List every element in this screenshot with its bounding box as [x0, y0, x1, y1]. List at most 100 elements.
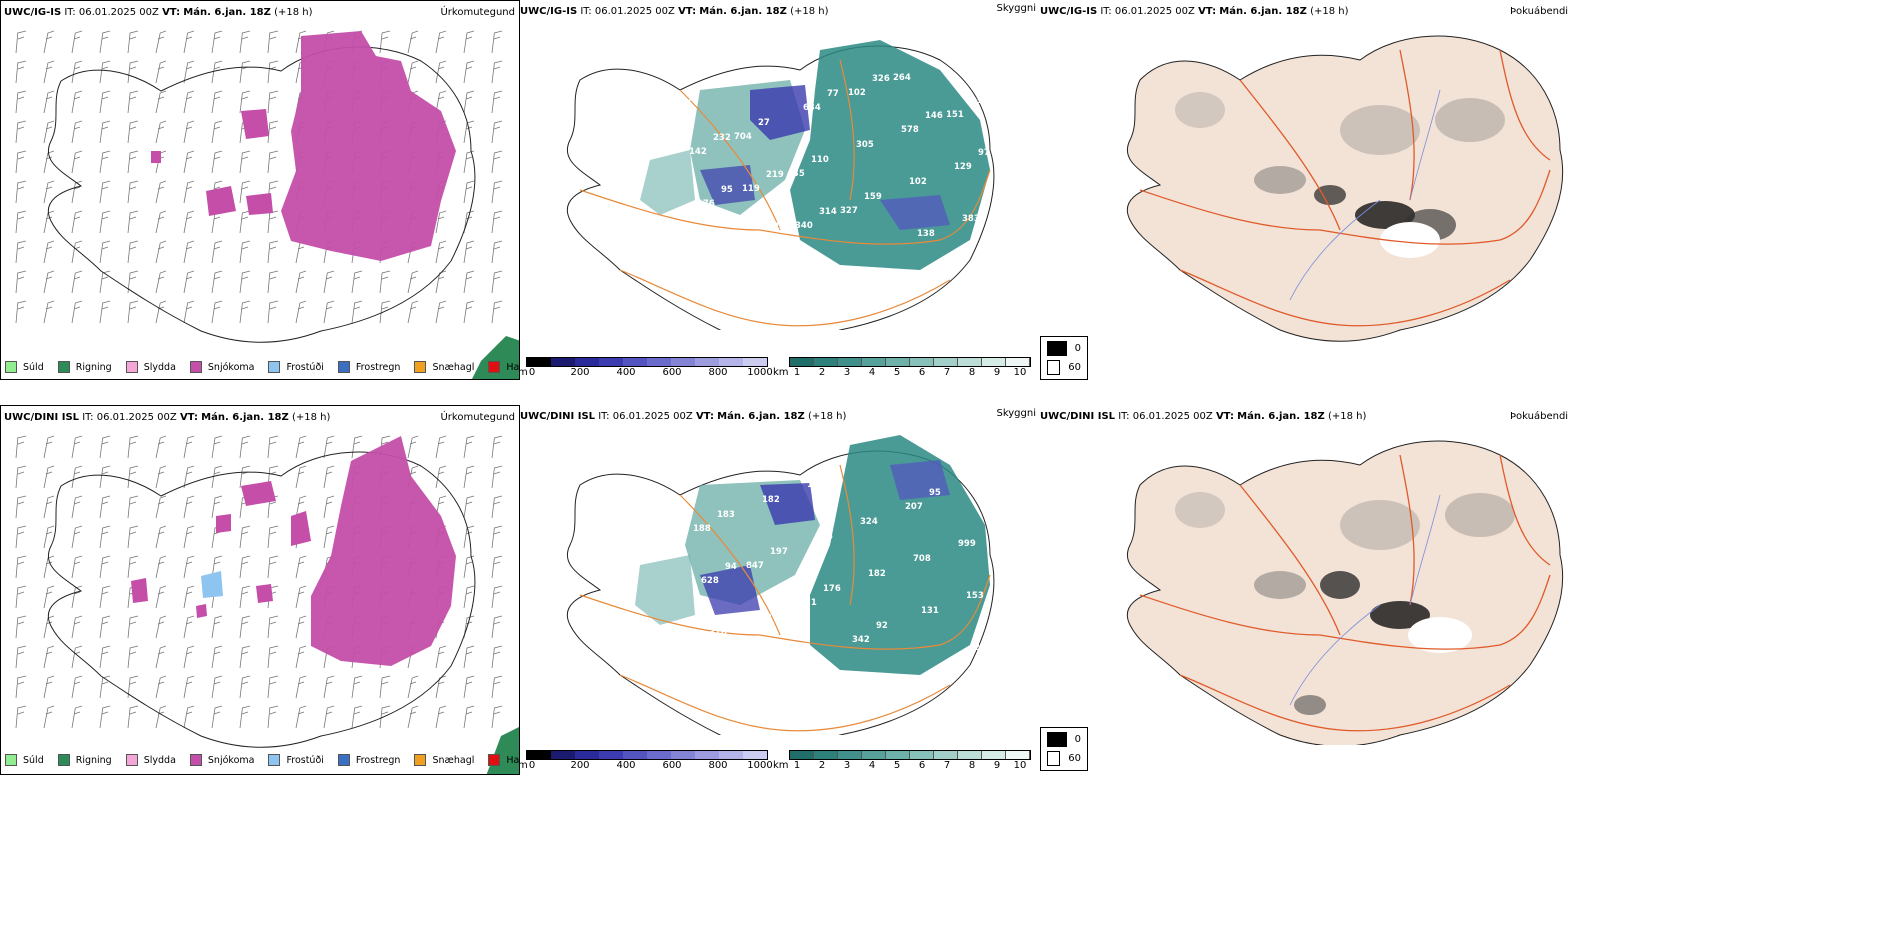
wind-barb: [71, 705, 83, 729]
cloud-base-label: 305: [856, 140, 874, 150]
colorbar-segment: [934, 751, 958, 759]
cloud-base-label: 383: [962, 214, 980, 224]
wind-barb: [15, 555, 27, 579]
wind-barb: [267, 270, 279, 294]
precip-panel-bottom: UWC/DINI ISL IT: 06.01.2025 00Z VT: Mán.…: [0, 405, 520, 775]
wind-barb: [15, 240, 27, 264]
elevation-colorbar: m 0 200 400 600 800 1000: [520, 357, 773, 380]
colorbar-segment: [886, 358, 910, 366]
wind-barb: [15, 270, 27, 294]
cloud-base-label: 326: [872, 74, 890, 84]
elevation-tick: 600: [662, 367, 682, 378]
wind-barb: [15, 615, 27, 639]
elevation-colorbar-fill: [526, 357, 768, 367]
wind-barb: [491, 270, 503, 294]
wind-barb: [351, 270, 363, 294]
wind-barb: [71, 300, 83, 324]
wind-barb: [491, 150, 503, 174]
visibility-tick: 1: [793, 760, 801, 771]
visibility-tick: 7: [943, 367, 951, 378]
elevation-unit: m: [520, 367, 528, 378]
wind-barb: [211, 30, 223, 54]
wind-barb: [407, 705, 419, 729]
wind-barb: [71, 555, 83, 579]
wind-barb: [295, 465, 307, 489]
fog-legend: 0 60: [1040, 727, 1088, 771]
wind-barb: [183, 435, 195, 459]
wind-barb: [127, 300, 139, 324]
legend-item-hail: Haglél: [488, 361, 519, 373]
wind-barb: [127, 615, 139, 639]
panel-title: Úrkomutegund: [440, 412, 515, 423]
wind-barb: [15, 525, 27, 549]
visibility-area: [640, 150, 695, 215]
cloud-base-label: 182: [868, 569, 886, 579]
cloud-base-label: 342: [852, 635, 870, 645]
visibility-tick: 5: [893, 367, 901, 378]
fog-dark-area: [1314, 185, 1346, 205]
fog-legend-item: 60: [1047, 360, 1081, 375]
cloud-base-label: 99: [672, 525, 684, 535]
visibility-tick: 4: [868, 367, 876, 378]
roads: [1139, 454, 1551, 732]
precip-snow-area: [151, 151, 161, 163]
wind-barb: [211, 615, 223, 639]
cloud-base-label: 119: [742, 184, 760, 194]
wind-barb: [435, 60, 447, 84]
wind-barb: [463, 495, 475, 519]
elevation-tick: 0: [528, 367, 536, 378]
wind-barb: [267, 30, 279, 54]
wind-barb: [99, 60, 111, 84]
wind-barb: [155, 615, 167, 639]
wind-barb: [71, 240, 83, 264]
wind-barb: [155, 585, 167, 609]
wind-barb: [267, 210, 279, 234]
cloud-base-label: 182: [762, 495, 780, 505]
wind-barb: [491, 675, 503, 699]
colorbar-segment: [886, 751, 910, 759]
colorbar-segment: [814, 751, 838, 759]
wind-barb: [463, 240, 475, 264]
precip-legend: Súld Rigning Slydda Snjókoma Frostúði Fr…: [5, 754, 519, 766]
wind-barb: [15, 150, 27, 174]
cloud-base-label: 94: [725, 562, 737, 572]
wind-barb: [295, 270, 307, 294]
precip-snow-area: [201, 571, 223, 598]
precip-legend: Súld Rigning Slydda Snjókoma Frostúði Fr…: [5, 361, 519, 373]
wind-barb: [435, 240, 447, 264]
wind-barb: [183, 525, 195, 549]
wind-barb: [239, 90, 251, 114]
wind-barb: [15, 435, 27, 459]
wind-barb: [71, 60, 83, 84]
colorbar-segment: [910, 751, 934, 759]
wind-barb: [211, 705, 223, 729]
visibility-tick: 10: [1013, 367, 1027, 378]
wind-barb: [463, 300, 475, 324]
panel-title: Skyggni: [996, 408, 1036, 419]
iceland-outline: [47, 46, 476, 343]
visibility-colorbar-fill: [789, 750, 1031, 760]
cloud-base-label: 188: [693, 524, 711, 534]
visibility-unit: km: [773, 760, 789, 771]
wind-barb: [239, 705, 251, 729]
cloud-base-label: 196: [807, 480, 825, 490]
wind-barb: [155, 210, 167, 234]
wind-barb: [99, 705, 111, 729]
cloud-base-label: 131: [921, 606, 939, 616]
wind-barb: [323, 435, 335, 459]
wind-barb: [155, 270, 167, 294]
cloud-base-label: 110: [811, 155, 829, 165]
cloud-base-label: 977: [705, 81, 723, 91]
wind-barb: [99, 270, 111, 294]
cloud-base-label: 169: [774, 222, 792, 232]
colorbar-segment: [1006, 358, 1030, 366]
fog-legend-item: 0: [1047, 732, 1081, 747]
wind-barb: [239, 300, 251, 324]
wind-barb: [71, 210, 83, 234]
wind-barb: [155, 705, 167, 729]
wind-barb: [435, 675, 447, 699]
cloud-base-label: 95: [929, 488, 941, 498]
wind-barb: [43, 705, 55, 729]
colorbar-segment: [647, 358, 671, 366]
cloud-base-label: 628: [701, 576, 719, 586]
